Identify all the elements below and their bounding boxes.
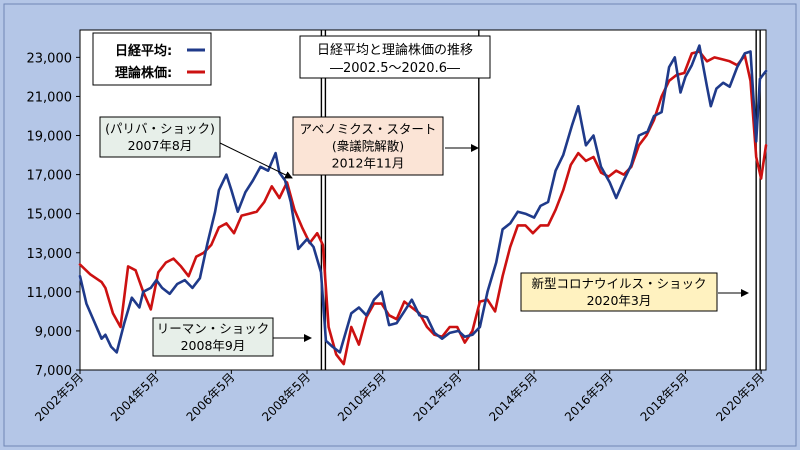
annotation-corona-text: 2020年3月 xyxy=(587,293,652,308)
y-tick-label: 21,000 xyxy=(27,90,73,105)
chart-title: 日経平均と理論株価の推移 xyxy=(317,42,473,58)
series-line-theory xyxy=(78,50,768,366)
plot-area xyxy=(79,29,767,371)
y-tick-label: 13,000 xyxy=(27,247,73,262)
annotation-corona-text: 新型コロナウイルス・ショック xyxy=(531,276,706,291)
annotation-arrow xyxy=(219,142,293,179)
y-tick-label: 15,000 xyxy=(27,208,73,223)
annotation-abenomics-text: アベノミクス・スタート xyxy=(300,122,437,137)
y-tick-label: 19,000 xyxy=(27,130,73,145)
annotation-lehman-text: 2008年9月 xyxy=(181,338,246,353)
annotation-abenomics-text: 2012年11月 xyxy=(332,156,405,171)
y-tick-label: 7,000 xyxy=(35,364,72,379)
legend: 日経平均: 理論株価: xyxy=(92,32,212,86)
y-tick-label: 17,000 xyxy=(27,169,73,184)
annotation-lehman-text: リーマン・ショック xyxy=(157,321,270,336)
title-box xyxy=(299,35,491,79)
y-axis: 7,000 9,000 11,000 13,000 15,000 17,000 19,000… xyxy=(27,51,80,379)
legend-box xyxy=(92,32,212,86)
annotation-abenomics-text: (衆議院解散) xyxy=(332,139,404,154)
annotation-lehman-box xyxy=(152,317,274,357)
annotation-corona-box xyxy=(520,272,718,312)
series-group xyxy=(78,44,768,366)
legend-label-nikkei: 日経平均: xyxy=(115,43,172,59)
annotation-abenomics-box xyxy=(292,116,444,176)
legend-label-theory: 理論株価: xyxy=(115,65,172,81)
annotation-paribas-box xyxy=(99,116,221,158)
annotation-paribas-text: (パリバ・ショック) xyxy=(105,121,215,136)
y-tick-label: 11,000 xyxy=(27,286,73,301)
chart-outer-border xyxy=(3,3,797,447)
y-tick-label: 9,000 xyxy=(35,325,72,340)
annotation-arrows xyxy=(219,142,749,342)
chart-title-box: 日経平均と理論株価の推移 ―2002.5～2020.6― xyxy=(299,35,491,79)
y-tick-label: 23,000 xyxy=(27,51,73,66)
series-line-nikkei xyxy=(78,44,768,354)
chart-subtitle: ―2002.5～2020.6― xyxy=(330,61,460,76)
annotation-paribas-text: 2007年8月 xyxy=(128,138,193,153)
